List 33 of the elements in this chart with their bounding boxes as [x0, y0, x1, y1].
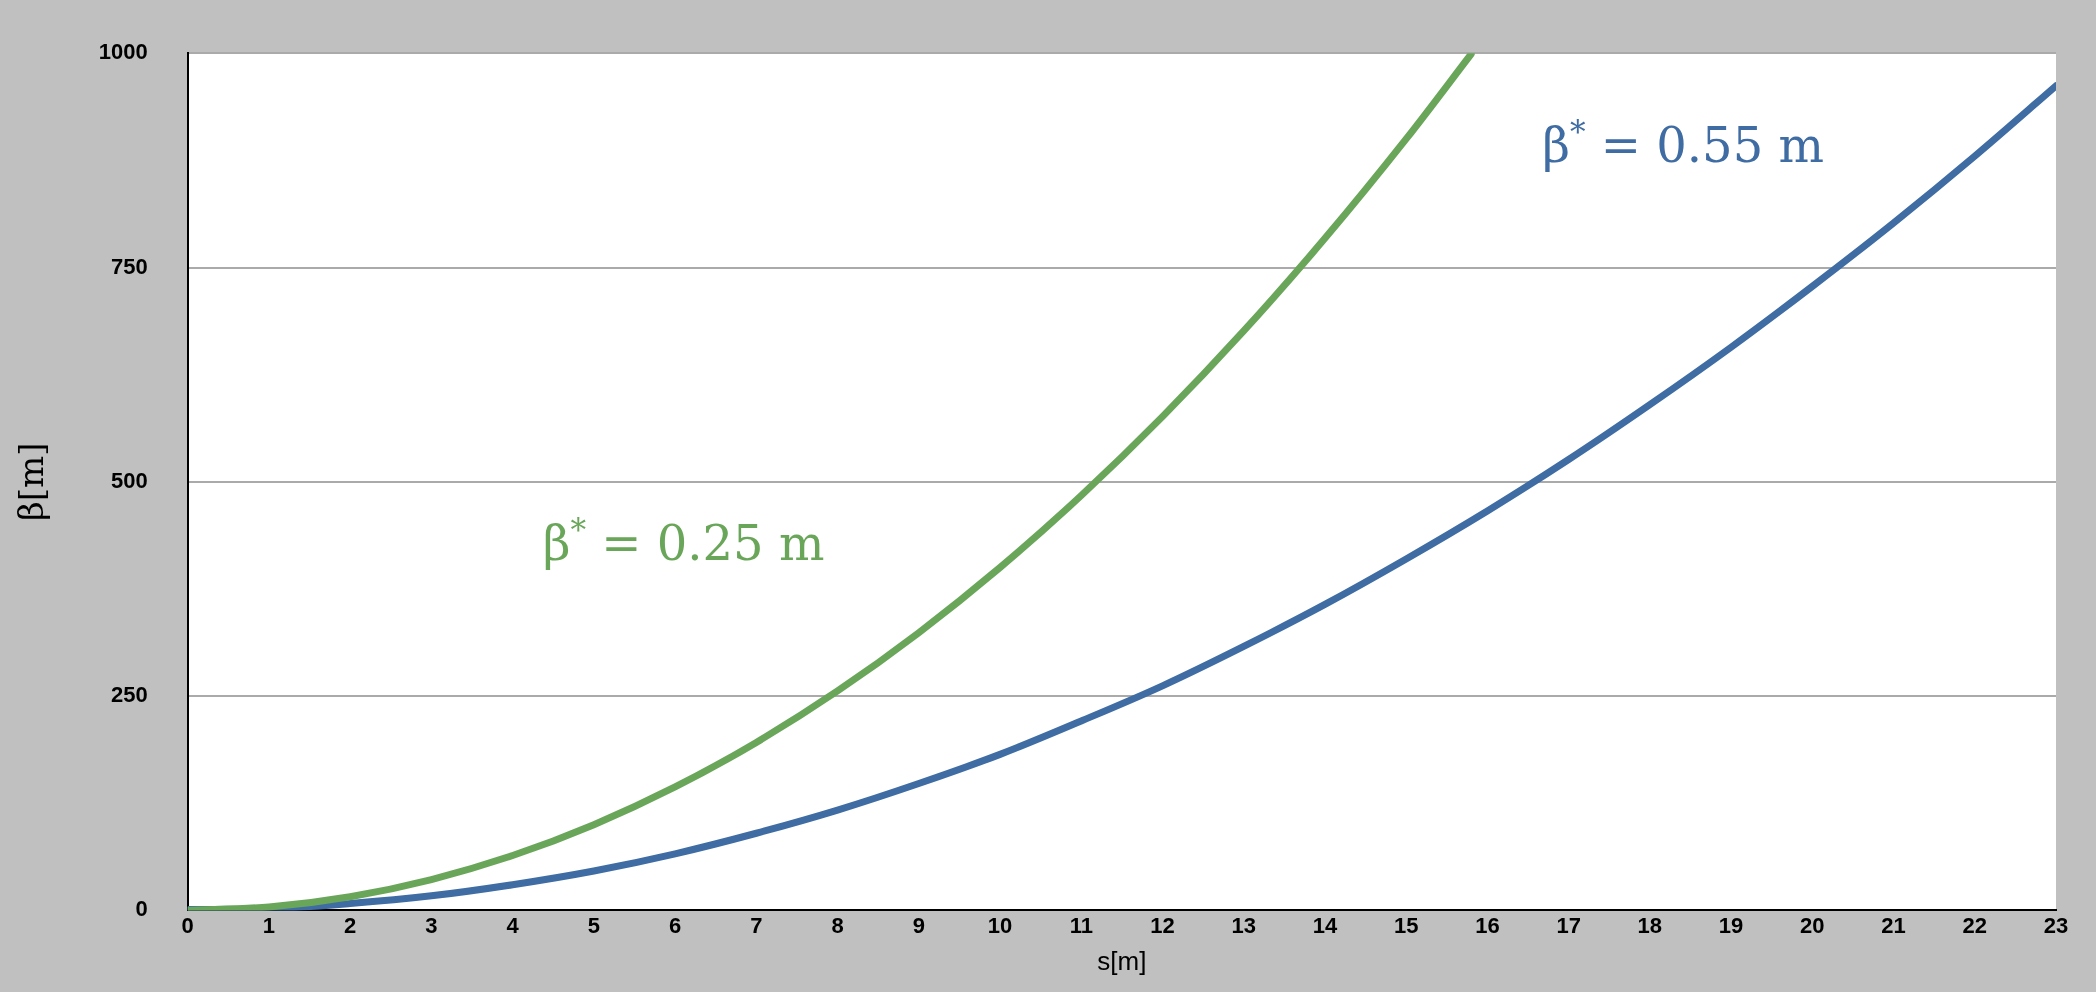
x-tick-label: 15 [1393, 912, 1419, 938]
x-tick-label: 4 [506, 912, 520, 938]
x-tick-label: 3 [425, 912, 438, 938]
x-tick-label: 12 [1150, 912, 1175, 938]
x-tick-label: 6 [668, 912, 682, 938]
y-tick-label: 250 [111, 682, 148, 708]
x-tick-label: 19 [1718, 912, 1744, 938]
x-tick-label: 10 [987, 912, 1013, 938]
x-tick-label: 13 [1231, 912, 1256, 938]
x-axis-title: s[m] [1097, 945, 1147, 976]
x-tick-label: 22 [1962, 912, 1988, 938]
y-tick-label: 0 [135, 896, 148, 922]
x-tick-label: 21 [1881, 912, 1906, 938]
x-tick-label: 23 [2043, 912, 2069, 938]
y-axis-title: β[m] [11, 442, 52, 522]
y-tick-label: 500 [111, 467, 148, 493]
x-tick-label: 7 [750, 912, 763, 938]
x-tick-label: 20 [1800, 912, 1825, 938]
x-tick-label: 1 [262, 912, 276, 938]
text: β* = 0.25 m [542, 512, 825, 572]
x-tick-label: 17 [1556, 912, 1581, 938]
y-tick-label: 750 [111, 253, 148, 279]
x-tick-label: 5 [587, 912, 601, 938]
x-tick-label: 8 [831, 912, 844, 938]
series-label: β* = 0.55 m [1542, 113, 1824, 173]
x-tick-label: 9 [912, 912, 925, 938]
x-tick-label: 11 [1069, 912, 1093, 938]
y-tick-label: 1000 [98, 39, 148, 65]
x-tick-label: 2 [344, 912, 357, 938]
x-tick-label: 0 [181, 912, 194, 938]
x-tick-label: 16 [1475, 912, 1500, 938]
x-tick-label: 18 [1637, 912, 1663, 938]
x-tick-label: 14 [1312, 912, 1338, 938]
